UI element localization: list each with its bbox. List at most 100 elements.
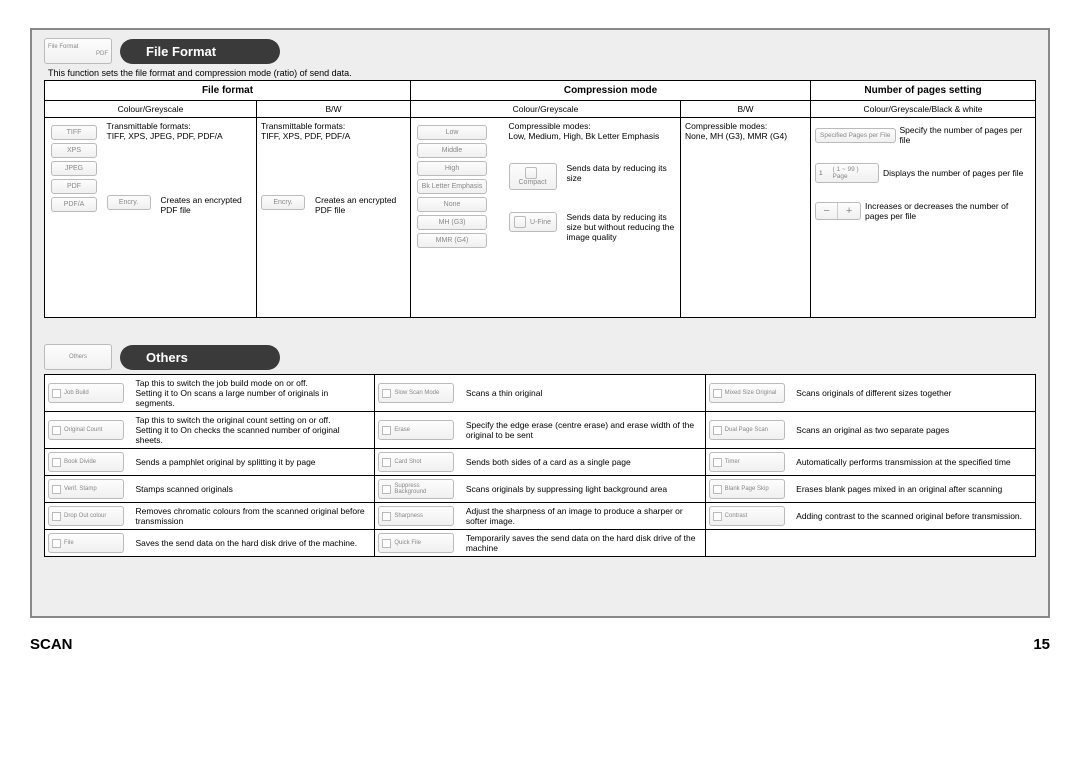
- comp-btn[interactable]: Bk Letter Emphasis: [417, 179, 487, 194]
- others-header: Others Others: [44, 344, 1036, 370]
- others-desc-cell: Scans a thin original: [461, 375, 705, 412]
- minus-icon[interactable]: −: [816, 203, 838, 219]
- others-option-button[interactable]: Blank Page Skip: [709, 479, 785, 499]
- txt: Sends data by reducing its size: [567, 163, 677, 183]
- txt: None, MH (G3), MMR (G4): [685, 131, 806, 141]
- others-desc-cell: Sends a pamphlet original by splitting i…: [131, 449, 375, 476]
- others-option-button[interactable]: Erase: [378, 420, 454, 440]
- empty-cell: [791, 530, 1035, 557]
- others-btn-cell: Quick File: [375, 530, 461, 557]
- option-icon: [713, 389, 722, 398]
- comp-btn[interactable]: Middle: [417, 143, 487, 158]
- fmt-btn[interactable]: XPS: [51, 143, 97, 158]
- others-desc-cell: Erases blank pages mixed in an original …: [791, 476, 1035, 503]
- others-option-button[interactable]: Sharpness: [378, 506, 454, 526]
- others-option-button[interactable]: Verif. Stamp: [48, 479, 124, 499]
- page-body: File Format PDF File Format This functio…: [30, 28, 1050, 618]
- pages-per-file-btn[interactable]: Specified Pages per File: [815, 128, 895, 143]
- others-btn-cell: Book Divide: [45, 449, 131, 476]
- option-label: Card Shot: [394, 459, 421, 465]
- others-option-button[interactable]: Job Build: [48, 383, 124, 403]
- option-label: Suppress Background: [394, 483, 450, 496]
- others-btn-cell: Job Build: [45, 375, 131, 412]
- others-option-button[interactable]: Quick File: [378, 533, 454, 553]
- fmt-btn[interactable]: TIFF: [51, 125, 97, 140]
- others-option-button[interactable]: Mixed Size Original: [709, 383, 785, 403]
- others-option-button[interactable]: Timer: [709, 452, 785, 472]
- others-btn-cell: Blank Page Skip: [705, 476, 791, 503]
- option-label: Book Divide: [64, 459, 96, 465]
- txt: Low, Medium, High, Bk Letter Emphasis: [509, 131, 677, 141]
- option-icon: [382, 512, 391, 521]
- comp-btn[interactable]: MH (G3): [417, 215, 487, 230]
- option-icon: [52, 458, 61, 467]
- others-desc-cell: Tap this to switch the original count se…: [131, 412, 375, 449]
- file-format-header: File Format PDF File Format: [44, 38, 1036, 64]
- option-label: Dual Page Scan: [725, 427, 768, 433]
- others-option-button[interactable]: Original Count: [48, 420, 124, 440]
- pages-cell: Specified Pages per File Specify the num…: [811, 118, 1036, 318]
- page-stepper[interactable]: − +: [815, 202, 861, 220]
- compact-icon: [525, 167, 537, 179]
- others-btn-cell: Dual Page Scan: [705, 412, 791, 449]
- others-btn-cell: Erase: [375, 412, 461, 449]
- others-table: Job BuildTap this to switch the job buil…: [44, 374, 1036, 557]
- option-icon: [382, 539, 391, 548]
- others-option-button[interactable]: Slow Scan Mode: [378, 383, 454, 403]
- sub-cg2: Colour/Greyscale: [411, 101, 681, 118]
- encry-btn[interactable]: Encry.: [261, 195, 305, 210]
- txt: Displays the number of pages per file: [883, 168, 1031, 178]
- option-label: Blank Page Skip: [725, 486, 769, 492]
- fmt-btn[interactable]: PDF/A: [51, 197, 97, 212]
- fmt-btn[interactable]: PDF: [51, 179, 97, 194]
- comp-btn[interactable]: High: [417, 161, 487, 176]
- others-option-button[interactable]: Suppress Background: [378, 479, 454, 499]
- mid-btn-col: Low Middle High Bk Letter Emphasis None …: [411, 118, 505, 318]
- option-icon: [52, 389, 61, 398]
- txt: Transmittable formats:: [107, 121, 253, 131]
- th-file-format: File format: [45, 81, 411, 101]
- compact-btn[interactable]: Compact: [509, 163, 557, 190]
- option-label: Slow Scan Mode: [394, 390, 439, 396]
- encry-btn[interactable]: Encry.: [107, 195, 151, 210]
- txt: Transmittable formats:: [261, 121, 406, 131]
- others-option-button[interactable]: Card Shot: [378, 452, 454, 472]
- fmt-btn[interactable]: JPEG: [51, 161, 97, 176]
- others-desc-cell: Scans originals of different sizes toget…: [791, 375, 1035, 412]
- txt: Compressible modes:: [685, 121, 806, 131]
- option-label: Erase: [394, 427, 410, 433]
- comp-btn[interactable]: MMR (G4): [417, 233, 487, 248]
- txt: TIFF, XPS, PDF, PDF/A: [261, 131, 406, 141]
- others-btn-cell: Original Count: [45, 412, 131, 449]
- comp-btn[interactable]: None: [417, 197, 487, 212]
- others-desc-cell: Scans originals by suppressing light bac…: [461, 476, 705, 503]
- option-label: Drop Out colour: [64, 513, 106, 519]
- others-desc-cell: Automatically performs transmission at t…: [791, 449, 1035, 476]
- others-option-button[interactable]: Contrast: [709, 506, 785, 526]
- ufine-btn[interactable]: U-Fine: [509, 212, 557, 232]
- txt: Specify the number of pages per file: [900, 125, 1032, 145]
- txt: Creates an encrypted PDF file: [315, 195, 406, 215]
- option-icon: [382, 389, 391, 398]
- others-option-button[interactable]: File: [48, 533, 124, 553]
- others-btn-cell: Verif. Stamp: [45, 476, 131, 503]
- option-label: Sharpness: [394, 513, 423, 519]
- comp-btn[interactable]: Low: [417, 125, 487, 140]
- sub-bw2: B/W: [681, 101, 811, 118]
- others-option-button[interactable]: Dual Page Scan: [709, 420, 785, 440]
- others-option-button[interactable]: Book Divide: [48, 452, 124, 472]
- others-pill: Others: [120, 345, 280, 370]
- option-icon: [382, 426, 391, 435]
- others-btn-cell: Drop Out colour: [45, 503, 131, 530]
- plus-icon[interactable]: +: [838, 203, 860, 219]
- option-icon: [52, 512, 61, 521]
- file-format-pill: File Format: [120, 39, 280, 64]
- others-option-button[interactable]: Drop Out colour: [48, 506, 124, 526]
- others-desc-cell: Adding contrast to the scanned original …: [791, 503, 1035, 530]
- comp-bw-cell: Compressible modes: None, MH (G3), MMR (…: [681, 118, 811, 318]
- option-icon: [52, 539, 61, 548]
- comp-cg-cell: Compressible modes: Low, Medium, High, B…: [505, 118, 681, 318]
- footer-page-number: 15: [1033, 636, 1050, 653]
- th-pages: Number of pages setting: [811, 81, 1036, 101]
- option-icon: [382, 485, 391, 494]
